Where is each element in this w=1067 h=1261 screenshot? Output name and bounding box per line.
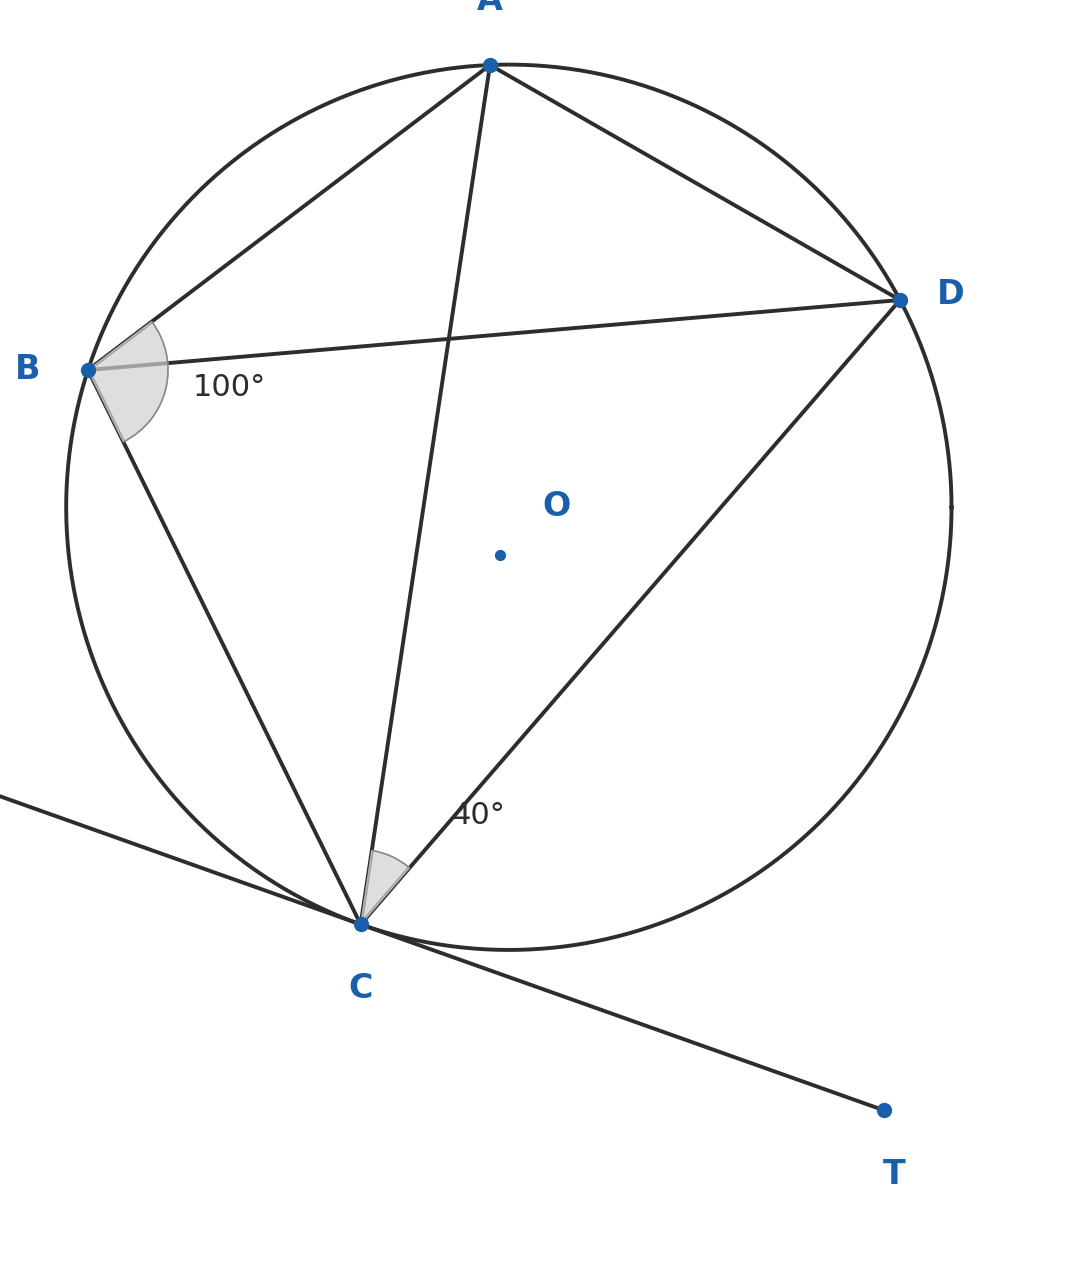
Text: B: B	[15, 353, 39, 387]
Text: A: A	[477, 0, 503, 16]
Text: O: O	[543, 491, 571, 523]
Text: C: C	[349, 972, 373, 1005]
Text: 100°: 100°	[193, 373, 266, 402]
Point	[352, 914, 369, 934]
Point	[875, 1100, 892, 1120]
Text: D: D	[937, 279, 965, 311]
Point	[79, 359, 96, 380]
Point	[492, 545, 509, 565]
Polygon shape	[361, 851, 410, 924]
Text: T: T	[882, 1158, 906, 1192]
Polygon shape	[87, 322, 168, 441]
Point	[891, 290, 908, 310]
Text: 40°: 40°	[451, 801, 506, 830]
Point	[481, 55, 498, 76]
